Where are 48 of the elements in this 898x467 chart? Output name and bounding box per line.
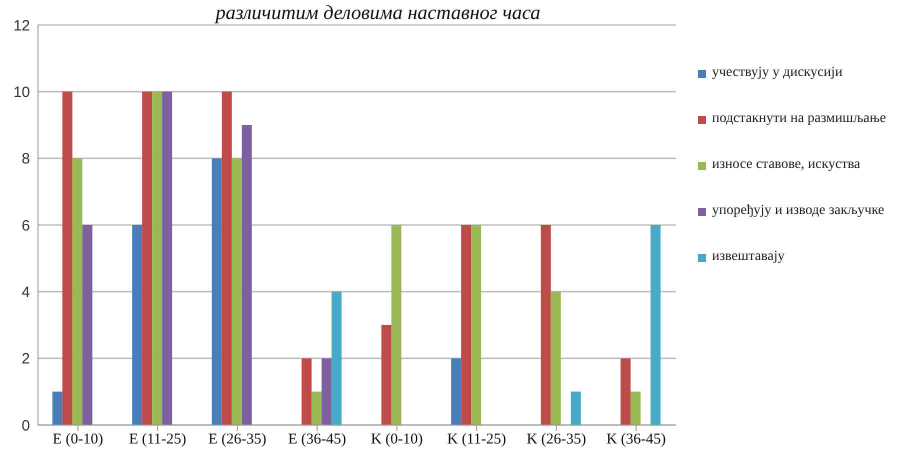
bar bbox=[312, 392, 322, 425]
x-tick-label: E (0-10) bbox=[52, 432, 104, 448]
bar bbox=[461, 225, 472, 425]
bar bbox=[471, 225, 482, 425]
bar bbox=[540, 225, 551, 425]
x-tick-label: E (36-45) bbox=[288, 432, 346, 448]
bar bbox=[152, 92, 162, 425]
bar bbox=[242, 125, 252, 425]
y-tick-label: 2 bbox=[22, 350, 30, 368]
x-tick-label: E (26-35) bbox=[208, 432, 266, 448]
x-tick-label: K (26-35) bbox=[526, 432, 586, 448]
y-tick-label: 6 bbox=[22, 217, 30, 234]
bar bbox=[142, 92, 152, 425]
bar bbox=[650, 225, 661, 425]
legend-label: извештавају bbox=[712, 248, 785, 266]
bar bbox=[302, 358, 312, 425]
bar bbox=[570, 392, 581, 425]
bar bbox=[620, 358, 631, 425]
legend-label: износе ставове, искуства bbox=[712, 156, 860, 174]
x-tick-label: K (0-10) bbox=[370, 432, 423, 448]
x-tick-label: K (36-45) bbox=[606, 432, 666, 448]
legend-label: упоређују и изводе закључке bbox=[712, 202, 884, 220]
bar bbox=[132, 225, 142, 425]
bar bbox=[82, 225, 92, 425]
bar bbox=[550, 292, 561, 425]
bar bbox=[391, 225, 402, 425]
bar bbox=[232, 158, 242, 425]
x-tick-label: K (11-25) bbox=[447, 432, 506, 448]
legend-label: подстакнути на размишљање bbox=[712, 110, 886, 128]
bar bbox=[322, 358, 332, 425]
bar bbox=[62, 92, 72, 425]
y-tick-label: 4 bbox=[22, 284, 30, 301]
x-tick-label: E (11-25) bbox=[128, 432, 186, 448]
y-tick-label: 12 bbox=[13, 17, 30, 34]
y-tick-label: 10 bbox=[13, 84, 30, 101]
bar bbox=[212, 158, 222, 425]
bar bbox=[52, 392, 62, 425]
bar bbox=[222, 92, 232, 425]
y-tick-label: 0 bbox=[22, 417, 30, 434]
chart-title: различитим деловима наставног часа bbox=[214, 2, 542, 25]
bar bbox=[72, 158, 82, 425]
bar bbox=[162, 92, 172, 425]
bar bbox=[451, 358, 462, 425]
bar bbox=[332, 292, 342, 425]
legend-label: учествују у дискусији bbox=[712, 64, 842, 82]
y-tick-label: 8 bbox=[22, 150, 30, 168]
bar bbox=[381, 325, 392, 425]
bar bbox=[630, 392, 641, 425]
